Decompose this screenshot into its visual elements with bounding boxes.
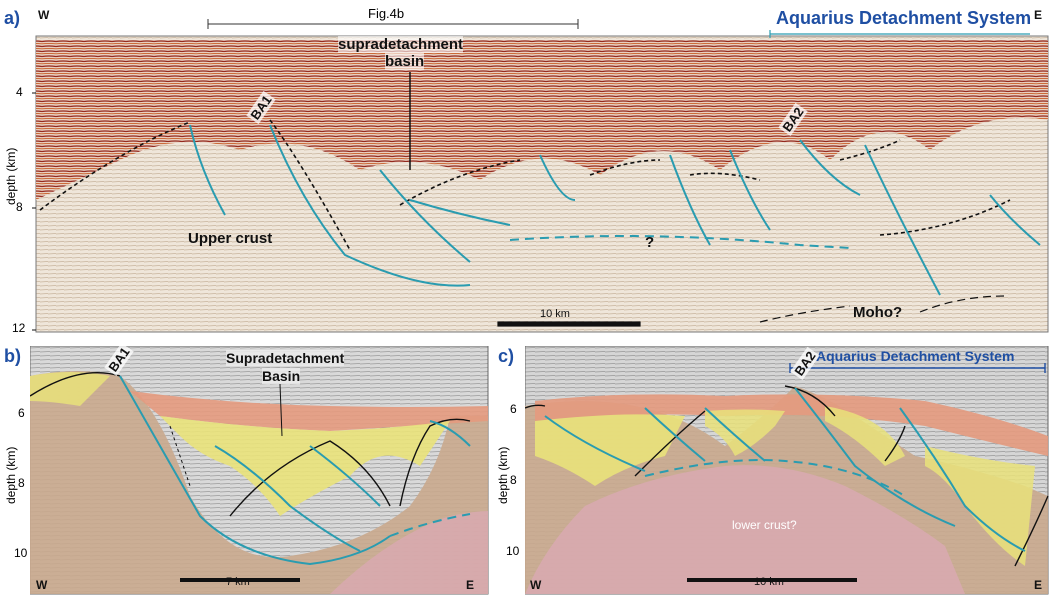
panel-b-basement	[30, 371, 488, 594]
panel-a-depth-ticks	[32, 92, 36, 331]
panel-c-yellow-mid	[705, 409, 785, 456]
panel-c-scale-label: 10 km	[754, 576, 784, 588]
panel-c-faults	[544, 387, 1026, 552]
panel-a-moho-marker	[759, 295, 1006, 323]
panel-a-title: Aquarius Detachment System	[776, 8, 1032, 28]
panel-a-west-label: W	[38, 8, 50, 22]
panel-c-yellow-left	[535, 414, 685, 486]
panel-a-basin-label-line1: supradetachment	[338, 36, 464, 53]
panel-b-scale-bar	[180, 578, 300, 582]
panel-a-scale-bar	[497, 321, 641, 327]
panel-b-scale-label: 7 km	[226, 576, 250, 588]
panel-a-tick-12: 12	[12, 321, 26, 335]
panel-c-red-sediment	[535, 394, 1048, 456]
panel-b-label: b)	[4, 346, 21, 366]
panel-c-east-label: E	[1034, 578, 1043, 592]
panel-b-basement-outline	[30, 372, 121, 397]
panel-b-tick-6: 6	[18, 406, 25, 420]
panel-a-sediment-band	[36, 40, 1048, 200]
panel-a-detachment-dashed	[509, 235, 851, 249]
panel-c-yellow-east	[925, 446, 1035, 566]
panel-a-question: ?	[645, 234, 655, 251]
panel-b-basin-label-line2: Basin	[262, 368, 301, 384]
panel-c-tick-10: 10	[506, 544, 520, 558]
panel-c-interpretation	[525, 346, 1049, 595]
panel-b-tick-8: 8	[18, 476, 25, 490]
panel-c-ridge-1	[634, 410, 706, 477]
panel-a-basin-label-line2: basin	[385, 53, 425, 70]
panel-c-yellow-right	[825, 406, 905, 466]
panel-a-seismic-section	[32, 19, 1049, 333]
panel-b-red-sediment	[130, 391, 488, 431]
panel-a-depth-title: depth (km)	[4, 147, 18, 205]
panel-c-left-ridge	[525, 404, 546, 409]
panel-b-yellow-left	[30, 372, 110, 406]
panel-a-label: a)	[4, 8, 21, 28]
panel-a-upper-crust: Upper crust	[188, 230, 273, 247]
panel-a-top-basement-dashed	[39, 119, 1011, 251]
panel-b-right-ridge	[399, 418, 471, 507]
panel-a-fig-bracket	[207, 19, 579, 29]
panel-b-ridge-outline	[229, 440, 391, 517]
panel-b-tick-10: 10	[14, 546, 28, 560]
panel-c-lower-crust-label: lower crust?	[732, 518, 797, 532]
panel-b-east-label: E	[466, 578, 475, 592]
panel-c-ridge-3	[884, 425, 906, 462]
panel-c-tick-6: 6	[510, 402, 517, 416]
panel-c-depth-title: depth (km)	[496, 446, 510, 504]
panel-c-label: c)	[498, 346, 515, 366]
panel-b-faults	[119, 375, 471, 566]
panel-b-west-label: W	[36, 578, 48, 592]
panel-c-ads-bracket	[789, 363, 1046, 373]
panel-b-dashed-detachment	[389, 513, 471, 537]
panel-b-lower-crust	[330, 511, 488, 594]
panel-c-east-ridge	[1014, 495, 1049, 567]
panel-a-tick-4: 4	[16, 85, 23, 99]
panel-b-yellow-sediment	[160, 416, 450, 516]
panel-b-dashed-fault	[169, 425, 191, 487]
panel-a-moho: Moho?	[853, 304, 903, 321]
panel-b-basin-label-line1: Supradetachment	[226, 350, 345, 366]
panel-c-scale-bar	[687, 578, 857, 582]
panel-c-ridge-2	[784, 385, 836, 417]
panel-b-interpretation	[30, 346, 489, 595]
panel-c-lower-crust	[525, 465, 965, 594]
panel-c-west-label: W	[530, 578, 542, 592]
panel-c-dashed-detachment	[644, 459, 906, 497]
panel-a-scale-label: 10 km	[540, 308, 570, 320]
panel-a-ads-bracket	[769, 30, 1030, 38]
panel-c-title: Aquarius Detachment System	[816, 348, 1015, 364]
panel-a-tick-8: 8	[16, 200, 23, 214]
panel-a-fig-ref: Fig.4b	[368, 6, 405, 21]
panel-a-faults	[189, 124, 1041, 296]
panel-b-depth-title: depth (km)	[4, 446, 18, 504]
panel-b-basin-pointer	[279, 383, 283, 437]
panel-c-tick-8: 8	[510, 473, 517, 487]
panel-a-east-label: E	[1034, 8, 1043, 22]
